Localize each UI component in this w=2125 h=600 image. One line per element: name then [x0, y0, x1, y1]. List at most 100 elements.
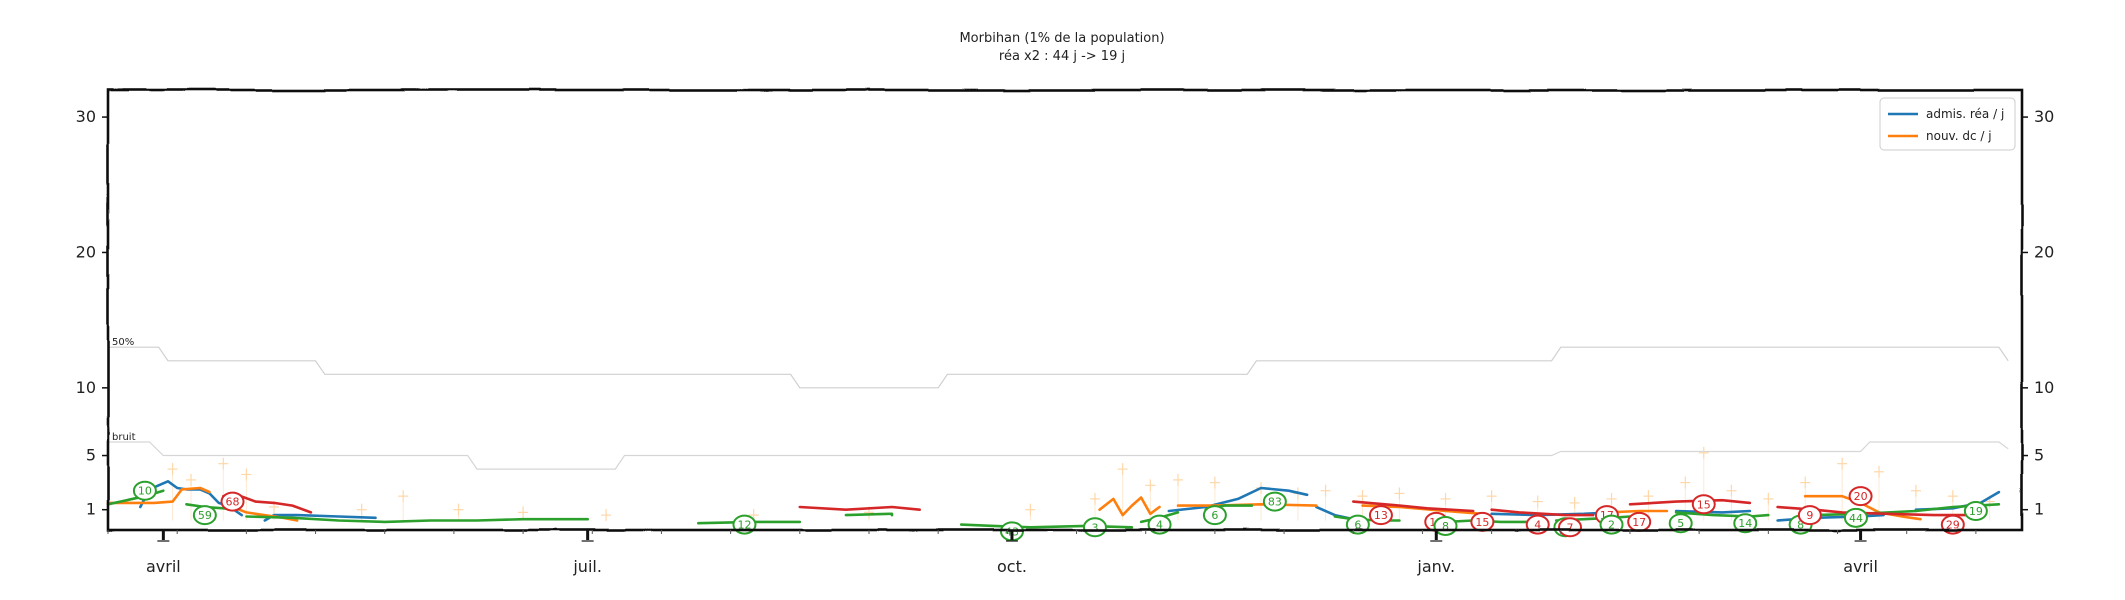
y-tick-label-right: 1 [2034, 500, 2044, 519]
noise-marker [1145, 479, 1156, 521]
noise-marker [1089, 492, 1100, 521]
annotation-label: 19 [1969, 505, 1983, 518]
y-tick-label-left: 5 [86, 446, 96, 465]
annotation-label: 59 [198, 509, 212, 522]
y-tick-label-left: 30 [76, 107, 96, 126]
series-3-segment-2 [1352, 500, 1475, 513]
x-tick-label: juil. [572, 557, 602, 576]
annotation-badge: 17 [1627, 511, 1652, 532]
annotation-label: 8 [1797, 519, 1804, 532]
plot-frame [106, 88, 2024, 532]
annotation-label: 6 [1211, 509, 1218, 522]
noise-marker [241, 468, 252, 521]
reference-label-1: bruit [112, 432, 136, 443]
series-0-segment-2 [1167, 486, 1309, 513]
annotation-label: 6 [1354, 519, 1361, 532]
annotation-badge: 44 [1843, 507, 1868, 528]
annotation-badge: 3 [1082, 517, 1107, 538]
annotation-label: 7 [1567, 521, 1574, 534]
y-tick-label-left: 1 [86, 500, 96, 519]
noise-marker [1172, 473, 1183, 521]
annotation-label: 83 [1268, 496, 1282, 509]
chart-subtitle: réa x2 : 44 j -> 19 j [999, 49, 1125, 64]
noise-marker [601, 509, 612, 522]
annotation-label: 4 [1534, 519, 1541, 532]
annotation-badge: 68 [220, 491, 245, 512]
series-1-segment-2 [1098, 496, 1161, 517]
annotation-badge: 7 [1558, 517, 1583, 538]
series-0-segment-5 [1674, 509, 1752, 514]
y-tick-label-right: 30 [2034, 107, 2054, 126]
legend-entry-label: nouv. dc / j [1926, 129, 1992, 143]
chart-title: Morbihan (1% de la population) [959, 31, 1164, 46]
annotation-label: 68 [226, 496, 240, 509]
annotation-label: 12 [737, 519, 751, 532]
legend: admis. réa / j nouv. dc / j [1879, 97, 2016, 151]
series-3-segment-3 [1490, 508, 1595, 517]
reference-label-0: 50% [112, 337, 134, 348]
annotation-badge: 15 [1691, 494, 1716, 515]
x-tick-label: avril [1843, 557, 1878, 576]
annotation-badge: 20 [1848, 486, 1873, 507]
noise-marker [1569, 496, 1580, 521]
series-3-segment-1 [798, 505, 921, 511]
noise-marker [218, 457, 229, 521]
noise-marker [1394, 487, 1405, 521]
series-2-segment-2 [245, 515, 589, 524]
annotation-label: 2 [1608, 519, 1615, 532]
annotation-label: 17 [1632, 516, 1646, 529]
annotation-badge: 5 [1668, 513, 1693, 534]
noise-marker [1320, 484, 1331, 521]
annotation-label: 13 [1374, 509, 1388, 522]
series-1-segment-6 [1803, 494, 1922, 521]
annotation-label: 10 [138, 485, 152, 498]
annotations: 1059681243346836131181544717217515148920… [132, 480, 1988, 542]
annotation-label: 4 [1156, 519, 1163, 532]
annotation-badge: 59 [192, 505, 217, 526]
annotation-label: 15 [1697, 498, 1711, 511]
annotation-badge: 19 [1963, 501, 1988, 522]
annotation-badge: 8 [1433, 515, 1458, 536]
series-2-segment-11 [1674, 511, 1770, 518]
annotation-label: 9 [1806, 509, 1813, 522]
annotation-label: 15 [1475, 516, 1489, 529]
annotation-label: 20 [1854, 490, 1868, 503]
noise-marker [167, 463, 178, 521]
reference-line-0 [108, 346, 2009, 389]
y-tick-label-right: 20 [2034, 242, 2054, 261]
annotation-badge: 9 [1797, 505, 1822, 526]
noise-marker [1763, 492, 1774, 521]
plot-border [106, 88, 2024, 532]
annotation-badge: 10 [132, 480, 157, 501]
noise-marker [186, 473, 197, 521]
annotation-badge: 83 [1262, 491, 1287, 512]
legend-entry-label: admis. réa / j [1926, 107, 2004, 121]
y-tick-label-left: 20 [76, 242, 96, 261]
annotation-label: 8 [1442, 520, 1449, 533]
series-2-segment-4 [844, 512, 894, 517]
x-tick-label: avril [146, 557, 181, 576]
annotation-badge: 14 [1733, 513, 1758, 534]
series-1-segment-0 [106, 486, 211, 505]
noise-markers [167, 446, 1995, 522]
annotation-label: 29 [1946, 519, 1960, 532]
x-tick-label: janv. [1416, 557, 1455, 576]
annotation-label: 3 [1091, 521, 1098, 534]
reference-lines: 50% bruit [108, 337, 2009, 470]
noise-marker [398, 490, 409, 521]
y-tick-label-right: 10 [2034, 378, 2054, 397]
annotation-badge: 15 [1470, 511, 1495, 532]
x-tick-label: oct. [997, 557, 1027, 576]
annotation-label: 5 [1677, 517, 1684, 530]
noise-marker [1025, 503, 1036, 521]
reference-line-1 [108, 441, 2009, 470]
annotation-label: 44 [1849, 512, 1863, 525]
y-tick-label-right: 5 [2034, 446, 2044, 465]
annotation-badge: 6 [1202, 505, 1227, 526]
noise-marker [453, 503, 464, 521]
annotation-badge: 13 [1368, 505, 1393, 526]
y-tick-label-left: 10 [76, 378, 96, 397]
